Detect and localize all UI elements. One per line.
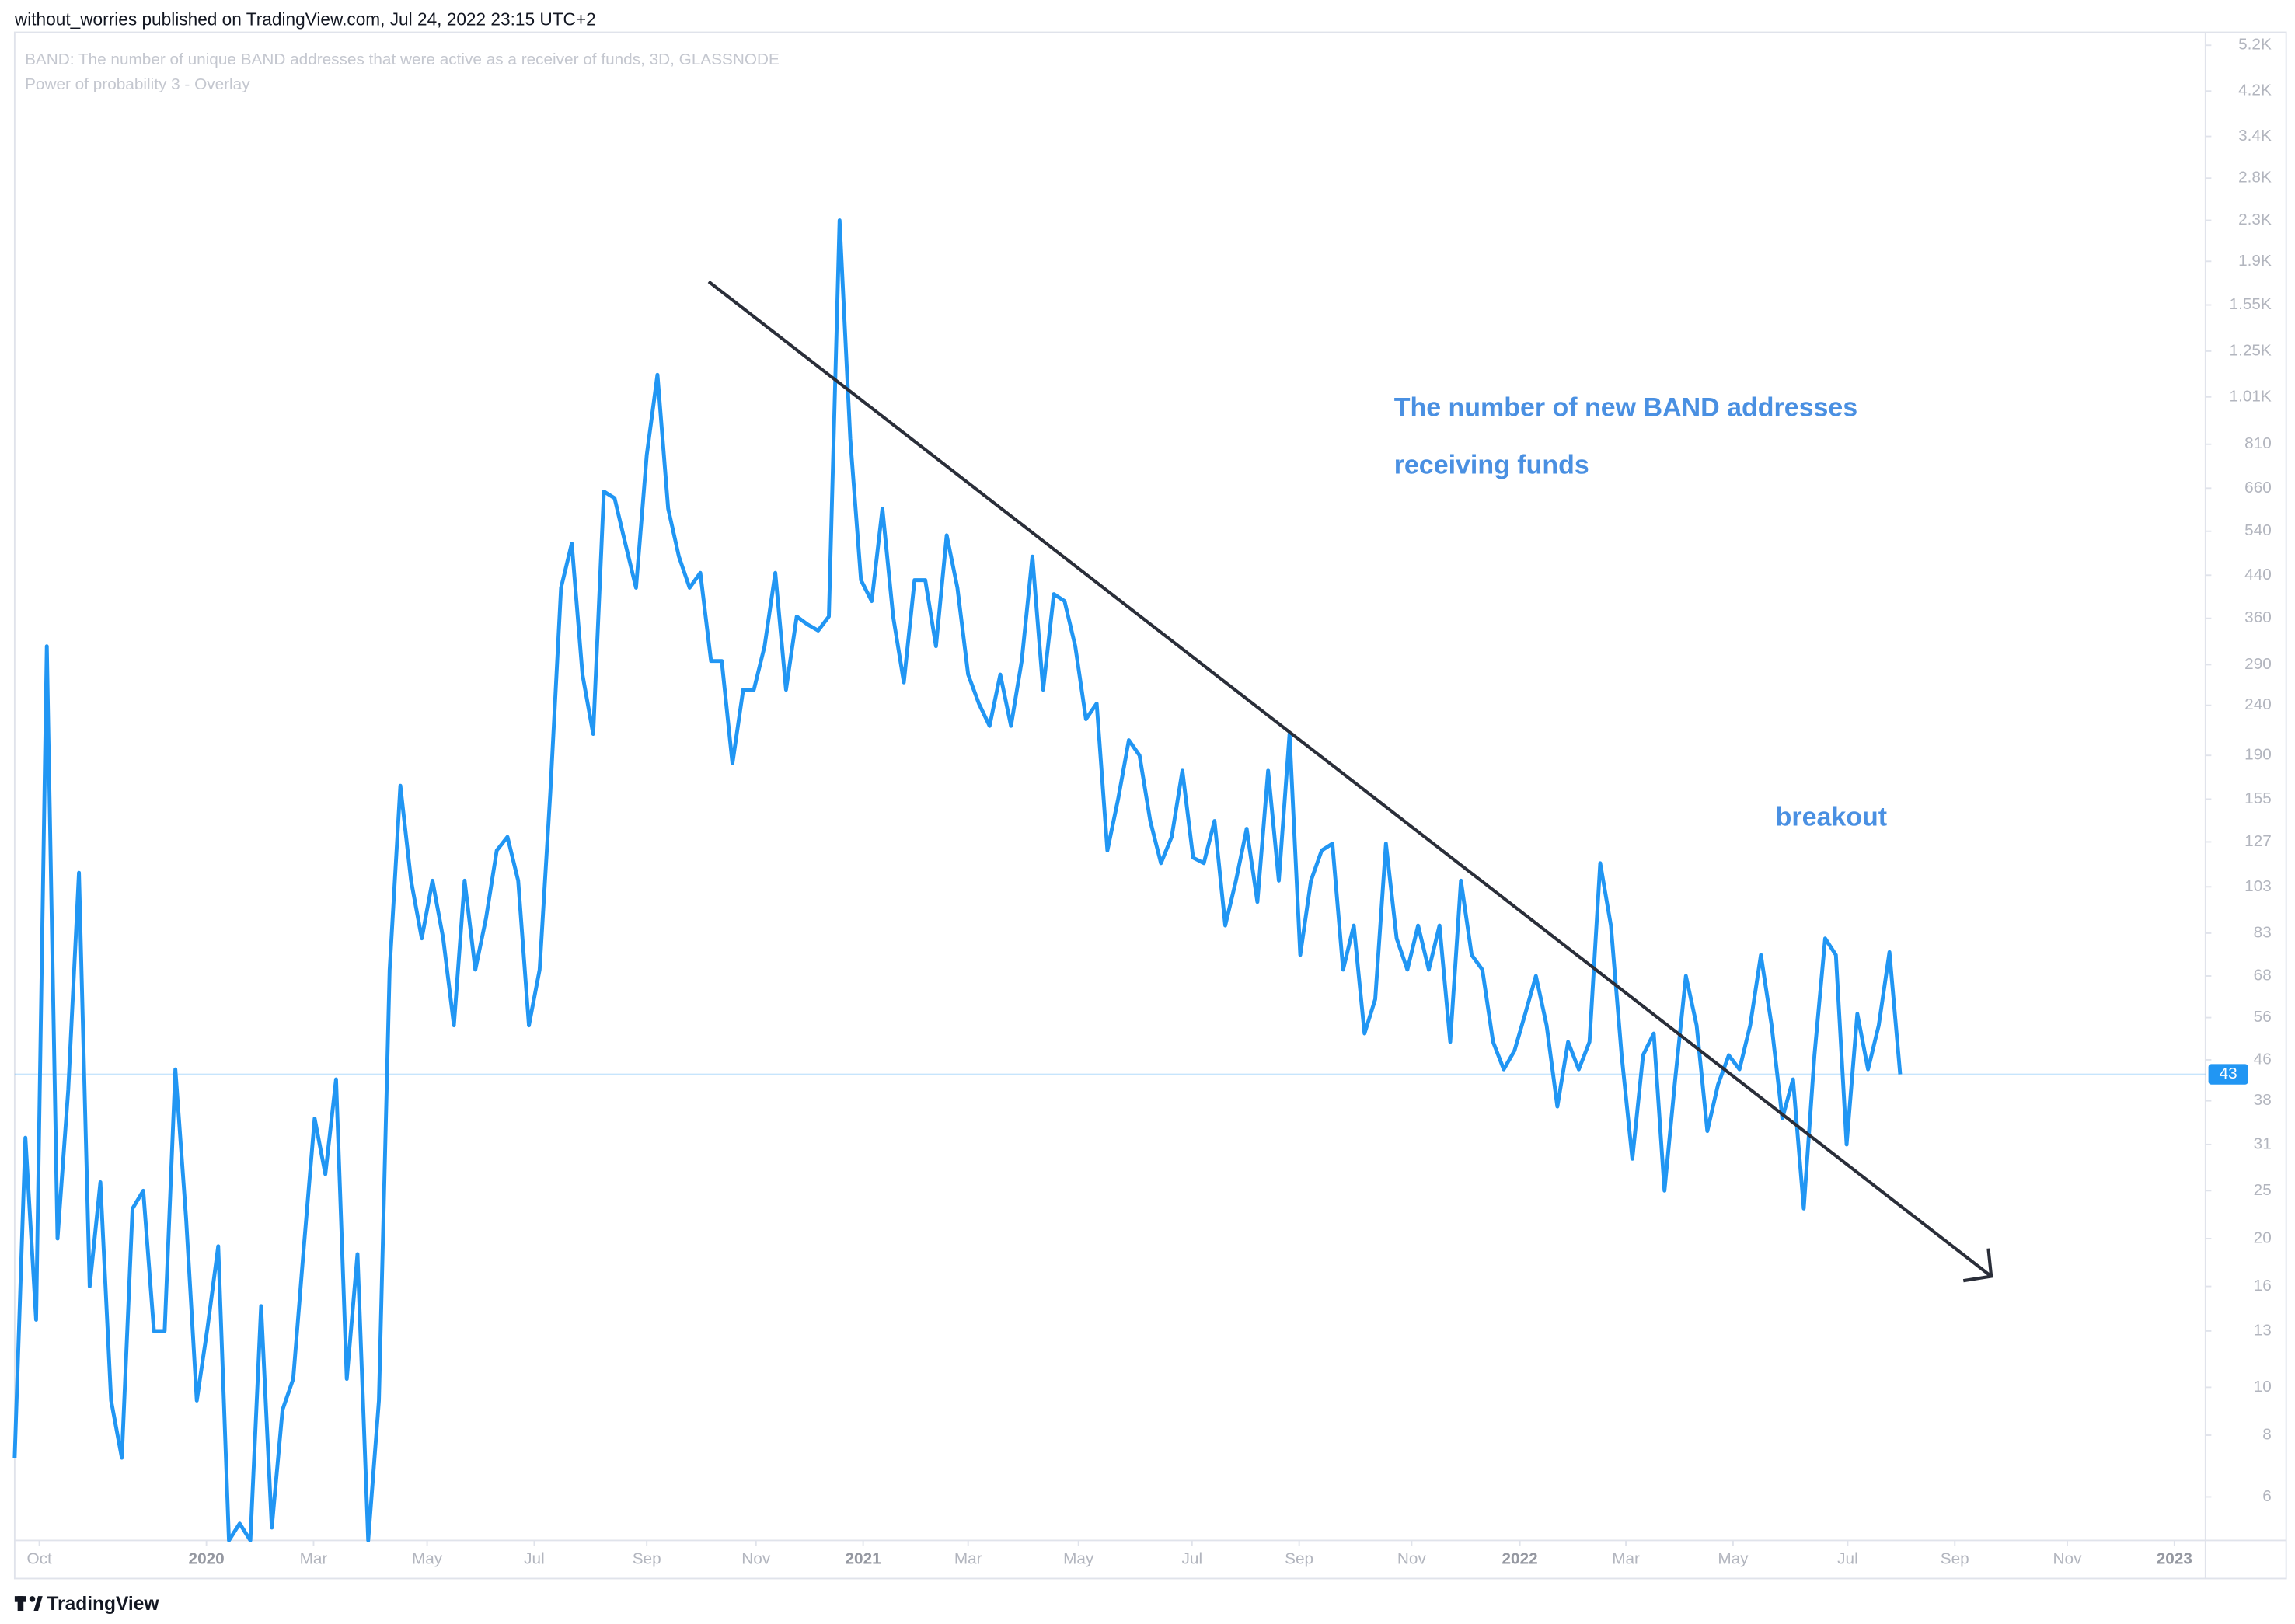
x-tick-label: Nov [1397,1549,1427,1567]
x-tick-label: May [412,1549,443,1567]
y-tick-label: 25 [2254,1181,2272,1199]
x-tick-label: Mar [300,1549,328,1567]
x-tick-label: Sep [1285,1549,1313,1567]
y-tick-label: 2.8K [2238,169,2272,186]
x-tick-label: 2021 [846,1549,881,1567]
y-tick-label: 2.3K [2238,211,2272,228]
y-tick-label: 1.9K [2238,252,2272,270]
annotation: breakout [1776,802,1887,831]
series-line [12,218,1903,1542]
brand: TradingView [47,1594,159,1615]
x-tick-label: Sep [1941,1549,1969,1567]
x-tick-label: 2020 [189,1549,225,1567]
y-tick-label: 5.2K [2238,36,2272,54]
x-tick-label: Oct [26,1549,52,1567]
x-tick-label: Jul [524,1549,545,1567]
y-tick-label: 155 [2244,789,2272,807]
y-tick-label: 46 [2254,1050,2272,1068]
y-tick-label: 1.25K [2230,341,2272,359]
y-tick-label: 127 [2244,832,2272,850]
plot: 5.2K 4.2K 3.4K 2.8K 2.3K 1.9K 1.55K 1.25K 1.01K 8… [12,36,2272,1567]
legend-subtitle: Power of probability 3 - Overlay [25,75,250,93]
header: without_worries published on TradingView… [14,9,596,29]
x-tick-label: Jul [1837,1549,1858,1567]
y-tick-label: 290 [2244,655,2272,673]
last-value-box [2208,1064,2248,1085]
brand-logo [14,1596,43,1612]
x-tick-label: Nov [2053,1549,2083,1567]
y-tick-label: 103 [2244,877,2272,895]
annotation: The number of new BAND addresses [1394,393,1857,423]
x-tick-label: May [1063,1549,1094,1567]
y-tick-label: 4.2K [2238,82,2272,99]
y-tick-label: 16 [2254,1277,2272,1295]
last-value-label: 43 [2220,1065,2237,1082]
y-tick-label: 660 [2244,479,2272,497]
y-tick-label: 3.4K [2238,127,2272,145]
frame [13,31,2287,1580]
y-tick-label: 1.01K [2230,387,2272,405]
x-tick-label: Sep [633,1549,661,1567]
legend-series: BAND: The number of unique BAND addresse… [25,51,780,68]
trend-arrowhead [1962,1248,1993,1283]
y-tick-label: 1.55K [2230,295,2272,313]
y-tick-label: 38 [2254,1091,2272,1109]
y-tick-label: 190 [2244,746,2272,764]
y-tick-label: 20 [2254,1228,2272,1246]
y-tick-label: 8 [2262,1425,2272,1443]
y-tick-label: 10 [2254,1378,2272,1396]
y-tick-label: 6 [2262,1487,2272,1505]
y-tick-label: 440 [2244,566,2272,584]
y-tick-label: 810 [2244,434,2272,452]
x-tick-label: Mar [1612,1549,1640,1567]
y-tick-label: 83 [2254,923,2272,941]
x-tick-label: Mar [954,1549,982,1567]
x-tick-label: Jul [1182,1549,1203,1567]
x-tick-label: 2023 [2157,1549,2192,1567]
y-tick-label: 56 [2254,1008,2272,1026]
y-tick-label: 31 [2254,1134,2272,1152]
y-tick-label: 540 [2244,521,2272,539]
trend-line [707,280,1993,1278]
y-tick-label: 240 [2244,695,2272,713]
annotation: receiving funds [1394,450,1589,479]
x-tick-label: 2022 [1502,1549,1538,1567]
y-tick-label: 360 [2244,608,2272,626]
y-tick-label: 13 [2254,1321,2272,1339]
y-tick-label: 68 [2254,966,2272,984]
x-tick-label: Nov [741,1549,771,1567]
x-tick-label: May [1718,1549,1749,1567]
